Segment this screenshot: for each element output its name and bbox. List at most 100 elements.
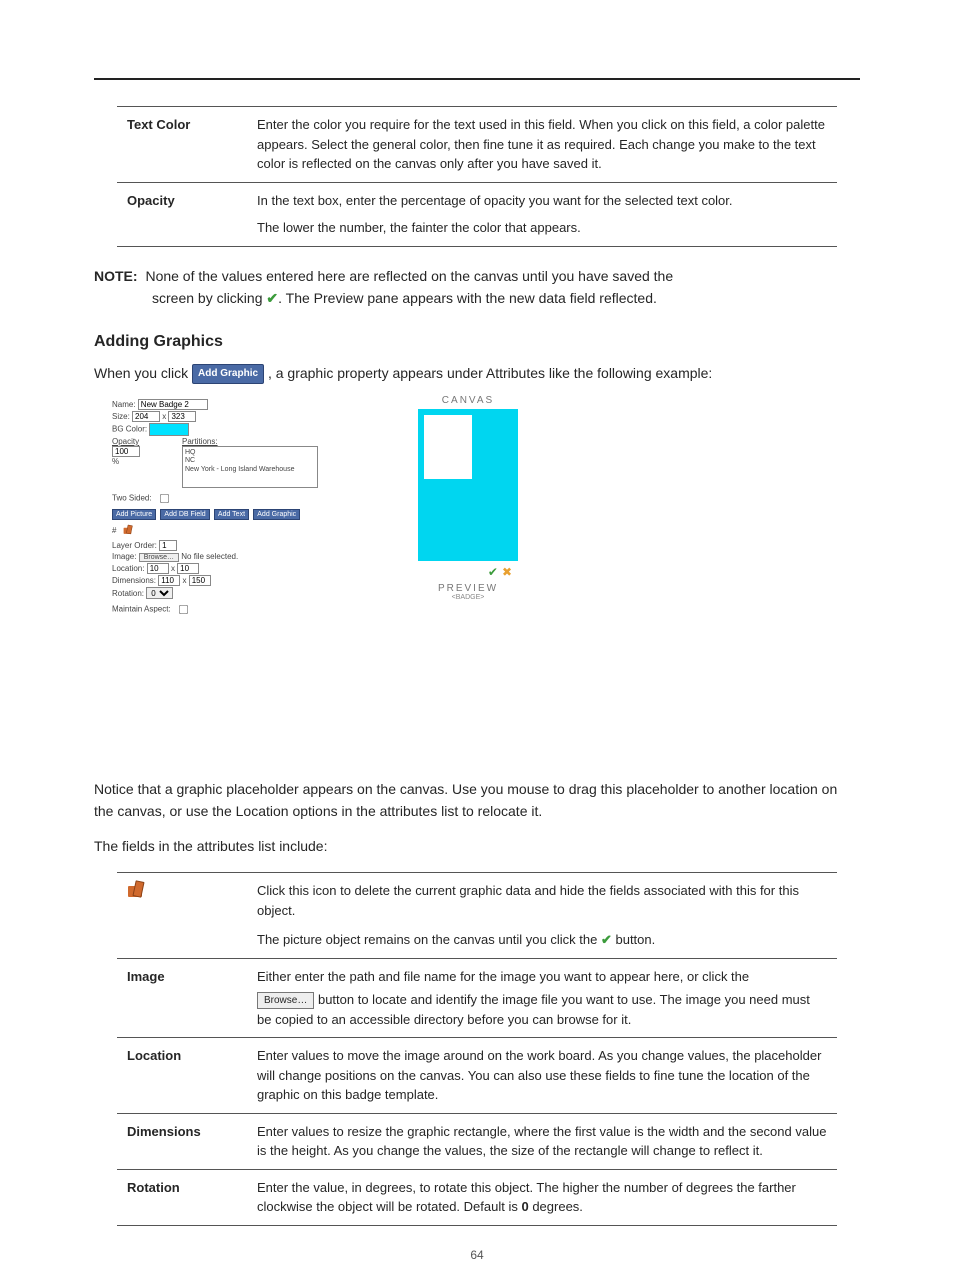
canvas-column: CANVAS ✔✖ PREVIEW <BADGE> (418, 395, 518, 601)
dim-label: Dimensions: (112, 576, 156, 585)
row-desc-line: Click this icon to delete the current gr… (257, 881, 827, 920)
size-h-input[interactable] (168, 411, 196, 422)
loc-x-input[interactable] (147, 563, 169, 574)
partitions-label: Partitions: (182, 437, 318, 446)
intro-post: , a graphic property appears under Attri… (264, 365, 712, 381)
preview-title: PREVIEW (418, 583, 518, 594)
layer-order-input[interactable] (159, 540, 177, 551)
graphic-placeholder[interactable] (424, 415, 472, 479)
row-desc: Either enter the path and file name for … (247, 958, 837, 1038)
image-label: Image: (112, 552, 136, 561)
add-graphic-button[interactable]: Add Graphic (253, 509, 300, 520)
table-row: Image Either enter the path and file nam… (117, 958, 837, 1038)
dim-w-input[interactable] (158, 575, 180, 586)
sep: x (171, 564, 175, 573)
row-desc-line: Either enter the path and file name for … (257, 967, 827, 987)
maintain-aspect-checkbox[interactable] (179, 605, 188, 614)
intro-paragraph: When you click Add Graphic , a graphic p… (94, 363, 860, 385)
rotation-label: Rotation: (112, 589, 144, 598)
delete-icon[interactable] (123, 525, 133, 535)
intro-pre: When you click (94, 365, 192, 381)
after-mock-p2: The fields in the attributes list includ… (94, 836, 860, 858)
row-desc-line: In the text box, enter the percentage of… (257, 191, 827, 211)
row-label: Location (117, 1038, 247, 1114)
note-text: screen by clicking (152, 290, 266, 306)
note-block: NOTE: None of the values entered here ar… (94, 265, 860, 310)
preview-sub: <BADGE> (418, 594, 518, 601)
add-text-button[interactable]: Add Text (214, 509, 249, 520)
row-desc: In the text box, enter the percentage of… (247, 182, 837, 246)
row-desc: Enter values to resize the graphic recta… (247, 1113, 837, 1169)
add-picture-button[interactable]: Add Picture (112, 509, 156, 520)
table-graphic-attributes: Click this icon to delete the current gr… (117, 872, 837, 1226)
note-label: NOTE: (94, 268, 138, 284)
row-label: Dimensions (117, 1113, 247, 1169)
mock-screenshot: Name: Size: x BG Color: Opacity % Partit… (94, 399, 860, 619)
name-input[interactable] (138, 399, 208, 410)
canvas-title: CANVAS (418, 395, 518, 406)
table-row: Rotation Enter the value, in degrees, to… (117, 1169, 837, 1225)
top-rule (94, 78, 860, 80)
sep: x (182, 576, 186, 585)
row-desc-line: button to locate and identify the image … (257, 992, 810, 1027)
after-mock-p1: Notice that a graphic placeholder appear… (94, 779, 860, 822)
mock-attributes-panel: Name: Size: x BG Color: Opacity % Partit… (112, 399, 417, 619)
row-desc-line: The lower the number, the fainter the co… (257, 218, 827, 238)
section-heading: Adding Graphics (94, 333, 860, 351)
check-icon: ✔ (601, 932, 612, 947)
row-marker: # (112, 526, 116, 535)
table-row: Location Enter values to move the image … (117, 1038, 837, 1114)
add-db-field-button[interactable]: Add DB Field (160, 509, 209, 520)
row-label: Opacity (117, 182, 247, 246)
row-label-icon (117, 873, 247, 959)
layer-order-label: Layer Order: (112, 541, 157, 550)
no-file-text: No file selected. (181, 552, 238, 561)
delete-icon[interactable] (127, 881, 145, 899)
row-desc-line: The picture object remains on the canvas… (257, 932, 601, 947)
opacity-input[interactable] (112, 446, 140, 457)
row-label: Text Color (117, 107, 247, 183)
list-item[interactable]: NC (185, 457, 315, 465)
row-desc-line: degrees. (529, 1199, 583, 1214)
note-line2: screen by clicking ✔. The Preview pane a… (152, 287, 860, 309)
table-row: Text Color Enter the color you require f… (117, 107, 837, 183)
location-label: Location: (112, 564, 144, 573)
opacity-label: Opacity (112, 437, 172, 446)
page: Text Color Enter the color you require f… (0, 0, 954, 1284)
canvas-box[interactable] (418, 409, 518, 561)
save-icon[interactable]: ✔ (488, 565, 498, 579)
row-desc: Enter values to move the image around on… (247, 1038, 837, 1114)
list-item[interactable]: New York - Long Island Warehouse (185, 466, 315, 474)
size-w-input[interactable] (132, 411, 160, 422)
browse-button[interactable]: Browse… (139, 553, 179, 562)
bg-color-swatch[interactable] (149, 423, 189, 436)
list-item[interactable]: HQ (185, 449, 315, 457)
row-desc: Click this icon to delete the current gr… (247, 873, 837, 959)
bg-label: BG Color: (112, 425, 147, 434)
two-sided-checkbox[interactable] (160, 494, 169, 503)
two-sided-label: Two Sided: (112, 494, 152, 503)
table-row: Opacity In the text box, enter the perce… (117, 182, 837, 246)
browse-button-inline[interactable]: Browse… (257, 992, 314, 1009)
row-label: Image (117, 958, 247, 1038)
row-label: Rotation (117, 1169, 247, 1225)
row-desc: Enter the value, in degrees, to rotate t… (247, 1169, 837, 1225)
opacity-pct: % (112, 457, 172, 466)
table-row: Click this icon to delete the current gr… (117, 873, 837, 959)
add-graphic-button-inline[interactable]: Add Graphic (192, 364, 264, 384)
name-label: Name: (112, 400, 136, 409)
rotation-select[interactable]: 0 (146, 587, 173, 599)
canvas-actions: ✔✖ (418, 565, 518, 579)
cancel-icon[interactable]: ✖ (502, 565, 512, 579)
size-label: Size: (112, 412, 130, 421)
dim-h-input[interactable] (189, 575, 211, 586)
row-desc: Enter the color you require for the text… (247, 107, 837, 183)
page-number: 64 (0, 1248, 954, 1262)
table-text-properties: Text Color Enter the color you require f… (117, 106, 837, 247)
row-desc-bold: 0 (521, 1199, 528, 1214)
note-text: . The Preview pane appears with the new … (278, 290, 657, 306)
partitions-list[interactable]: HQ NC New York - Long Island Warehouse (182, 446, 318, 488)
row-desc-line: button. (612, 932, 655, 947)
loc-y-input[interactable] (177, 563, 199, 574)
table-row: Dimensions Enter values to resize the gr… (117, 1113, 837, 1169)
